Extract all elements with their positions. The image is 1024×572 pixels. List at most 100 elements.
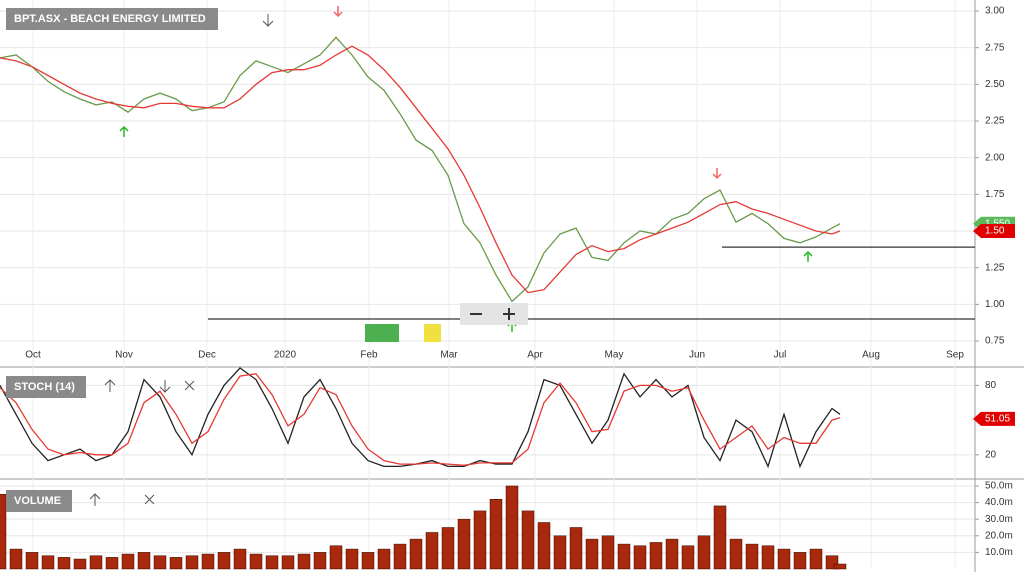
volume-bar bbox=[473, 510, 487, 570]
volume-bar bbox=[89, 555, 103, 570]
x-tick-label: May bbox=[605, 350, 624, 361]
x-tick-label: Oct bbox=[25, 350, 41, 361]
volume-bar bbox=[201, 553, 215, 570]
tool-button[interactable] bbox=[365, 324, 399, 342]
y-tick-label: 1.75 bbox=[985, 189, 1005, 200]
x-tick-label: Dec bbox=[198, 350, 216, 361]
volume-bar bbox=[537, 522, 551, 570]
signal-down bbox=[333, 6, 722, 180]
volume-bar bbox=[185, 555, 199, 570]
price-tag bbox=[973, 411, 1015, 426]
chart-title: BPT.ASX - BEACH ENERGY LIMITED bbox=[14, 13, 206, 25]
volume-bar bbox=[489, 499, 503, 570]
volume-bar bbox=[217, 552, 231, 570]
series-line bbox=[0, 45, 841, 294]
volume-bar bbox=[297, 553, 311, 570]
x-tick-label: Feb bbox=[360, 350, 378, 361]
volume-bar bbox=[649, 542, 663, 570]
volume-bar bbox=[25, 552, 39, 570]
volume-bar bbox=[329, 545, 343, 570]
y-tick-label: 10.0m bbox=[985, 547, 1013, 558]
panel-icons[interactable] bbox=[104, 379, 195, 393]
volume-bar bbox=[73, 558, 87, 570]
volume-bar bbox=[393, 543, 407, 570]
volume-bar bbox=[57, 557, 71, 570]
x-tick-label: Aug bbox=[862, 350, 880, 361]
y-tick-label: 2.00 bbox=[985, 152, 1005, 163]
volume-bar bbox=[697, 535, 711, 570]
series-line bbox=[0, 36, 841, 303]
volume-bar bbox=[745, 543, 759, 570]
volume-bar bbox=[713, 505, 727, 570]
volume-bar bbox=[137, 552, 151, 570]
volume-bar bbox=[153, 555, 167, 570]
volume-bar bbox=[41, 555, 55, 570]
y-tick-label: 80 bbox=[985, 380, 997, 391]
title-box bbox=[6, 8, 218, 30]
y-tick-label: 2.25 bbox=[985, 116, 1005, 127]
volume-bar bbox=[601, 535, 615, 570]
volume-bar bbox=[761, 545, 775, 570]
volume-bar bbox=[249, 553, 263, 570]
volume-bar bbox=[457, 518, 471, 570]
x-tick-label: Jul bbox=[774, 350, 787, 361]
y-tick-label: 20 bbox=[985, 449, 997, 460]
series-line bbox=[0, 367, 841, 469]
volume-bar bbox=[377, 548, 391, 570]
volume-bar bbox=[729, 538, 743, 570]
panel-icons[interactable] bbox=[89, 493, 155, 506]
volume-bar bbox=[809, 548, 823, 570]
volume-bar bbox=[777, 548, 791, 570]
volume-bar bbox=[585, 538, 599, 570]
volume-bar bbox=[265, 555, 279, 570]
volume-bar bbox=[505, 485, 519, 570]
volume-bar bbox=[441, 527, 455, 570]
x-tick-label: Jun bbox=[689, 350, 705, 361]
volume-bar bbox=[665, 538, 679, 570]
y-tick-label: 1.00 bbox=[985, 299, 1005, 310]
panel-title: VOLUME bbox=[14, 495, 61, 507]
y-tick-label: 40.0m bbox=[985, 497, 1013, 508]
zoom-controls bbox=[460, 303, 528, 325]
x-tick-label: Apr bbox=[527, 350, 543, 361]
y-tick-label: 50.0m bbox=[985, 481, 1013, 492]
title-box bbox=[6, 490, 72, 512]
volume-bar bbox=[9, 548, 23, 570]
y-tick-label: 3.00 bbox=[985, 6, 1005, 17]
volume-bar bbox=[105, 557, 119, 570]
y-tick-label: 2.75 bbox=[985, 42, 1005, 53]
volume-bar bbox=[633, 545, 647, 570]
volume-bar bbox=[521, 510, 535, 570]
y-tick-label: 20.0m bbox=[985, 530, 1013, 541]
x-tick-label: 2020 bbox=[274, 350, 297, 361]
y-tick-label: 2.50 bbox=[985, 79, 1005, 90]
volume-bar bbox=[553, 535, 567, 570]
x-tick-label: Nov bbox=[115, 350, 133, 361]
volume-bar bbox=[617, 543, 631, 570]
x-tick-label: Sep bbox=[946, 350, 964, 361]
volume-bar bbox=[313, 552, 327, 570]
volume-bar bbox=[233, 548, 247, 570]
volume-bar bbox=[793, 552, 807, 570]
volume-bar bbox=[569, 527, 583, 570]
volume-bar bbox=[0, 494, 7, 570]
volume-bar bbox=[361, 552, 375, 570]
price-tag-label: 1.550 bbox=[985, 218, 1010, 229]
volume-bar bbox=[121, 553, 135, 570]
x-tick-label: Mar bbox=[440, 350, 458, 361]
y-tick-label: 0.75 bbox=[985, 336, 1005, 347]
move-down-icon[interactable] bbox=[262, 14, 274, 27]
zoom-buttons[interactable] bbox=[470, 308, 515, 320]
price-tag bbox=[973, 224, 1015, 239]
volume-bar bbox=[281, 555, 295, 570]
volume-bar bbox=[169, 557, 183, 570]
y-tick-label: 1.25 bbox=[985, 262, 1005, 273]
title-box bbox=[6, 376, 86, 398]
price-tag-label: 51.05 bbox=[985, 414, 1010, 425]
volume-bar bbox=[833, 563, 847, 570]
tool-button[interactable] bbox=[424, 324, 441, 342]
panel-title: STOCH (14) bbox=[14, 381, 75, 393]
price-tag-label: 1.50 bbox=[985, 226, 1005, 237]
